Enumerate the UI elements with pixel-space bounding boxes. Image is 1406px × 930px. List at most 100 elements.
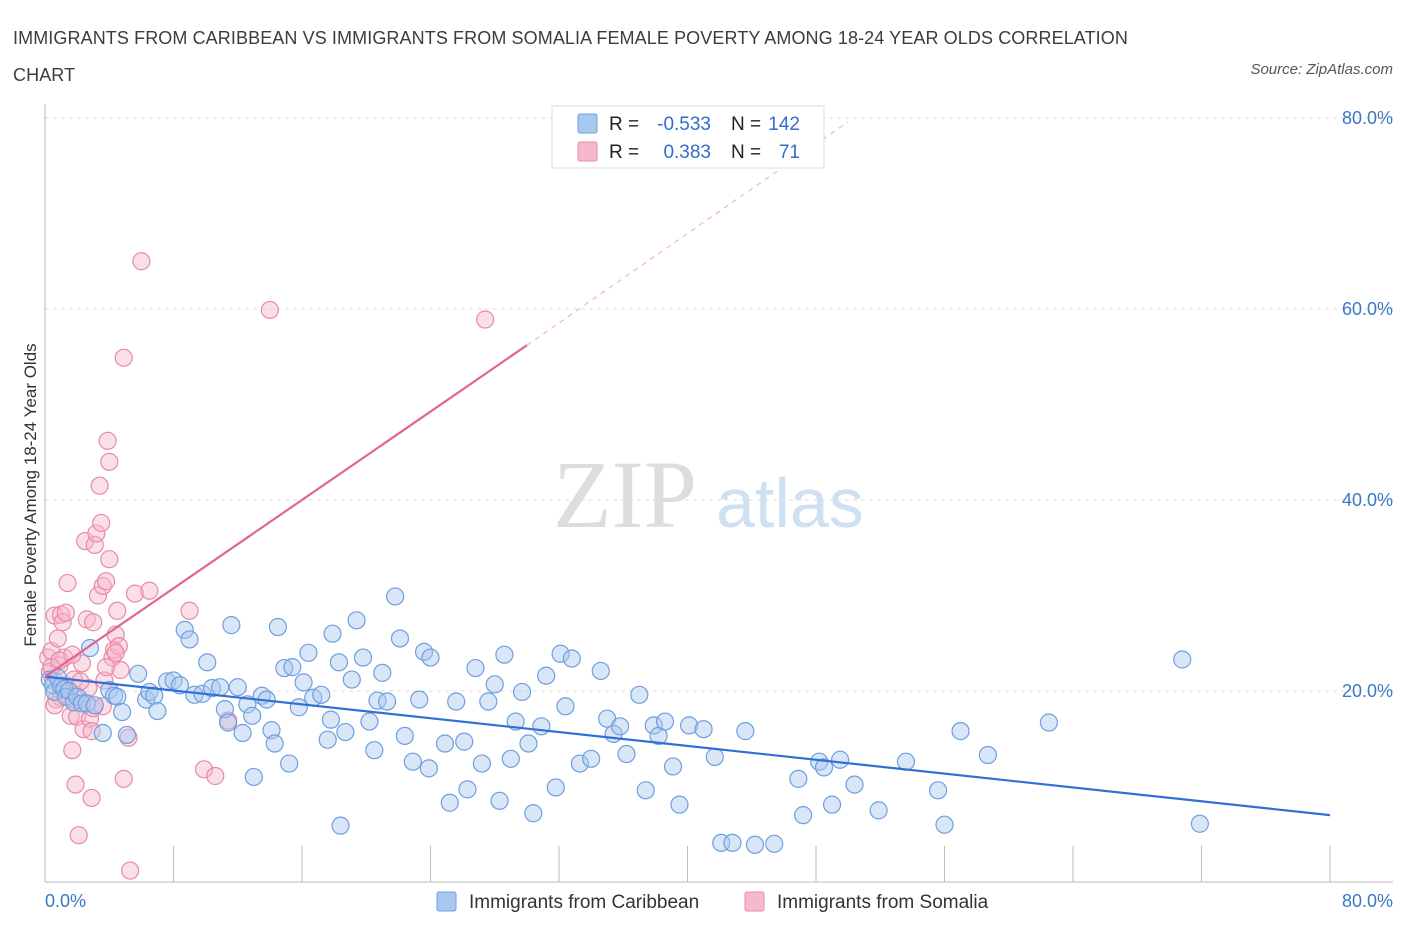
caribbean-point-115 — [694, 720, 713, 739]
legend-n-label-caribbean: N = — [731, 114, 761, 135]
caribbean-point-123 — [794, 806, 813, 825]
caribbean-point-108 — [636, 781, 655, 800]
somalia-point-55 — [140, 581, 159, 600]
caribbean-point-107 — [630, 685, 649, 704]
somalia-point-6 — [48, 629, 67, 648]
caribbean-point-17 — [108, 687, 127, 706]
caribbean-point-134 — [978, 745, 997, 765]
bottom-legend-swatch-caribbean — [436, 891, 457, 912]
caribbean-point-36 — [219, 713, 238, 732]
caribbean-point-35 — [215, 700, 234, 719]
caribbean-point-136 — [1173, 650, 1192, 669]
caribbean-point-14 — [93, 723, 112, 743]
caribbean-point-71 — [390, 629, 410, 648]
caribbean-point-109 — [644, 716, 663, 735]
caribbean-point-116 — [705, 747, 724, 766]
x-tick-label-min: 0.0% — [45, 891, 86, 911]
caribbean-point-137 — [1190, 814, 1209, 833]
caribbean-point-86 — [485, 675, 504, 694]
y-tick-label-80: 80.0% — [1342, 108, 1393, 128]
somalia-trend-line — [44, 344, 528, 678]
source-label: Source: ZipAtlas.com — [1250, 61, 1393, 78]
caribbean-point-57 — [321, 710, 341, 729]
y-tick-label-40: 40.0% — [1342, 490, 1393, 510]
legend-swatch-caribbean — [577, 113, 598, 134]
caribbean-point-58 — [323, 624, 342, 643]
caribbean-point-93 — [524, 804, 543, 823]
caribbean-point-133 — [951, 722, 970, 741]
caribbean-point-100 — [570, 754, 589, 773]
caribbean-point-94 — [532, 717, 551, 736]
caribbean-point-27 — [170, 676, 190, 695]
caribbean-point-72 — [395, 726, 414, 745]
caribbean-point-13 — [85, 696, 104, 715]
caribbean-point-89 — [501, 749, 520, 768]
caribbean-point-113 — [670, 795, 689, 814]
caribbean-point-132 — [935, 815, 954, 834]
caribbean-point-24 — [148, 701, 167, 721]
legend-n-label-somalia: N = — [731, 142, 761, 163]
caribbean-point-102 — [591, 661, 610, 681]
somalia-point-40 — [98, 431, 117, 450]
caribbean-point-106 — [617, 744, 636, 764]
legend-r-value-caribbean: -0.533 — [657, 114, 711, 135]
somalia-point-61 — [476, 310, 495, 329]
caribbean-point-126 — [822, 795, 842, 814]
caribbean-point-23 — [145, 686, 164, 705]
caribbean-point-45 — [262, 721, 281, 740]
caribbean-point-65 — [360, 712, 379, 731]
caribbean-point-18 — [112, 702, 132, 722]
caribbean-point-101 — [582, 749, 601, 768]
caribbean-point-97 — [551, 644, 570, 663]
caribbean-point-83 — [466, 658, 485, 678]
caribbean-point-92 — [519, 734, 538, 753]
somalia-point-53 — [125, 584, 145, 603]
caribbean-point-99 — [562, 649, 581, 668]
caribbean-point-111 — [655, 712, 675, 731]
x-tick-marks — [173, 846, 1331, 882]
somalia-point-16 — [63, 741, 82, 760]
somalia-point-31 — [85, 535, 104, 554]
caribbean-point-81 — [455, 732, 474, 751]
caribbean-point-122 — [789, 769, 808, 788]
caribbean-point-76 — [419, 759, 438, 778]
caribbean-point-91 — [512, 682, 532, 702]
somalia-point-51 — [119, 728, 138, 747]
stats-legend: R = -0.533 N = 142 R = 0.383 N = 71 — [551, 105, 825, 169]
caribbean-point-50 — [283, 658, 302, 677]
caribbean-trend-line — [44, 675, 1331, 817]
somalia-point-67 — [56, 603, 75, 622]
somalia-point-32 — [87, 524, 106, 543]
somalia-point-66 — [84, 613, 103, 632]
caribbean-point-95 — [537, 666, 556, 685]
caribbean-point-32 — [198, 653, 217, 672]
caribbean-point-128 — [845, 775, 864, 794]
somalia-point-15 — [61, 706, 80, 725]
somalia-point-48 — [111, 660, 130, 680]
caribbean-point-74 — [410, 690, 429, 709]
somalia-point-20 — [69, 826, 88, 845]
caribbean-point-125 — [814, 758, 834, 777]
somalia-point-57 — [194, 760, 214, 779]
caribbean-point-84 — [472, 754, 491, 773]
bottom-legend-label-somalia: Immigrants from Somalia — [777, 892, 989, 913]
caribbean-point-120 — [745, 835, 765, 854]
caribbean-point-118 — [723, 833, 742, 852]
caribbean-point-46 — [265, 734, 284, 753]
legend-n-value-somalia: 71 — [779, 142, 800, 163]
caribbean-point-29 — [180, 630, 199, 649]
caribbean-point-59 — [329, 653, 349, 672]
legend-r-label-somalia: R = — [609, 142, 639, 163]
caribbean-point-112 — [663, 757, 683, 776]
caribbean-point-47 — [268, 617, 288, 637]
caribbean-point-66 — [365, 741, 384, 760]
somalia-point-69 — [106, 643, 125, 662]
y-axis-label: Female Poverty Among 18-24 Year Olds — [21, 343, 40, 646]
somalia-point-60 — [260, 300, 279, 320]
caribbean-point-49 — [280, 754, 299, 773]
caribbean-point-56 — [318, 730, 337, 749]
caribbean-point-69 — [378, 692, 397, 711]
somalia-point-35 — [92, 513, 111, 533]
somalia-point-56 — [180, 601, 199, 620]
